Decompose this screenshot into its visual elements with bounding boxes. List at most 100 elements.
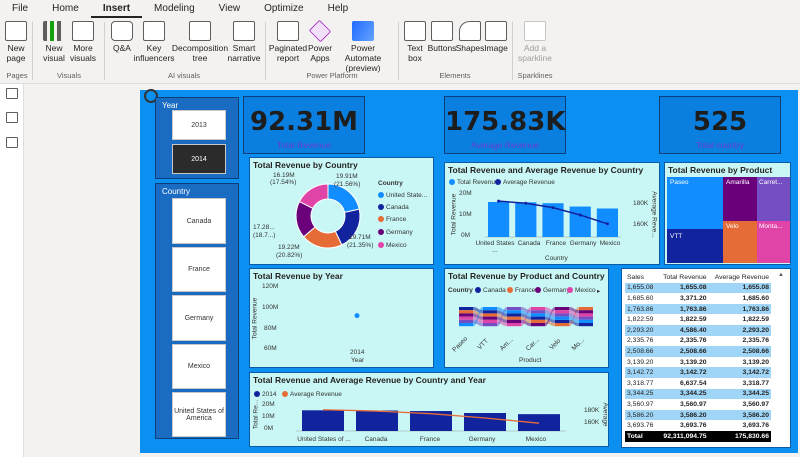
shapes-button[interactable]: Shapes	[456, 21, 484, 53]
table-view-icon[interactable]	[6, 112, 18, 123]
country-slicer-item[interactable]: United States of America	[172, 392, 226, 437]
table-row[interactable]: 3,693.76 3,693.76 3,693.76	[625, 420, 771, 431]
legend-dot	[254, 391, 260, 398]
donut-chart-panel[interactable]: Total Revenue by Country 16.19M (17.54%)…	[249, 157, 434, 265]
ribbon-flow	[521, 316, 531, 323]
chart-title: Total Revenue by Country	[253, 160, 358, 170]
legend-item: Average Revenue	[495, 179, 555, 186]
table-cell: 3,560.97	[657, 399, 709, 410]
column-header[interactable]: Sales	[625, 272, 658, 283]
column-header[interactable]: Average Revenue	[708, 272, 771, 283]
more-visuals-button[interactable]: More visuals	[68, 21, 98, 63]
treemap-panel[interactable]: Total Revenue by Product Paseo VTT Amari…	[664, 162, 791, 265]
donut-label: (21.35%)	[347, 242, 374, 249]
table-row[interactable]: 2,335.76 2,335.76 2,335.76	[625, 335, 771, 347]
table-total-cell: 175,830.66	[708, 430, 771, 442]
treemap-tile[interactable]: Carret...	[757, 177, 790, 221]
table-cell: 3,139.20	[625, 356, 658, 368]
tab-home[interactable]: Home	[52, 3, 79, 14]
kpi-card-average-revenue[interactable]: 175.83K Average Revenue	[444, 96, 566, 154]
treemap-tile[interactable]: Velo	[723, 221, 757, 263]
country-slicer-item[interactable]: Germany	[172, 295, 226, 341]
year-chart-panel[interactable]: Total Revenue by Year 120M 100M 80M 60M …	[249, 268, 434, 368]
treemap-tile[interactable]: VTT	[667, 229, 723, 263]
country-slicer-item[interactable]: Mexico	[172, 344, 226, 389]
new-visual-button[interactable]: New visual	[40, 21, 68, 63]
axis-tick: Germany	[569, 240, 597, 247]
ribbon-flow	[497, 310, 507, 317]
ribbon-segment	[579, 319, 593, 323]
axis-label: Average Reve...	[650, 191, 658, 238]
legend-dot	[282, 391, 288, 398]
table-row[interactable]: 3,344.25 3,344.25 3,344.25	[625, 388, 771, 400]
text-box-button[interactable]: Text box	[402, 21, 428, 63]
table-row[interactable]: 3,139.20 3,139.20 3,139.20	[625, 356, 771, 368]
ribbon-flow	[545, 310, 555, 317]
year-slicer-item-selected[interactable]: 2014	[172, 144, 226, 174]
report-view-icon[interactable]	[6, 88, 18, 99]
kpi-label: Average Revenue	[471, 140, 539, 150]
treemap-tile[interactable]: Amarilla	[723, 177, 757, 221]
country-slicer-item[interactable]: Canada	[172, 198, 226, 244]
table-row[interactable]: 1,685.60 3,371.20 1,685.60	[625, 293, 771, 304]
ribbon-chart-panel[interactable]: Total Revenue by Product and Country Cou…	[444, 268, 609, 368]
tab-modeling[interactable]: Modeling	[154, 3, 195, 14]
table-row[interactable]: 3,586.20 3,586.20 3,586.20	[625, 409, 771, 421]
kpi-label: Total Revenue	[276, 140, 332, 150]
paginated-report-button[interactable]: Paginated report	[269, 21, 307, 63]
table-row[interactable]: 3,560.97 3,560.97 3,560.97	[625, 399, 771, 410]
decomposition-tree-button[interactable]: Decomposition tree	[172, 21, 228, 63]
qa-icon	[111, 21, 133, 41]
table-row[interactable]: 1,763.86 1,763.86 1,763.86	[625, 303, 771, 315]
kpi-card-total-country[interactable]: 525 Total country	[659, 96, 781, 154]
table-row[interactable]: 3,318.77 6,637.54 3,318.77	[625, 377, 771, 389]
ribbon-segment	[555, 316, 569, 320]
table-scroll-up-icon[interactable]: ▲	[778, 272, 784, 278]
tab-file[interactable]: File	[12, 3, 29, 14]
image-button[interactable]: Image	[484, 21, 508, 53]
legend-label: Average Revenue	[290, 391, 342, 398]
treemap-tile[interactable]: Paseo	[667, 177, 723, 229]
table-cell: 3,142.72	[625, 367, 658, 378]
country-slicer-item[interactable]: France	[172, 247, 226, 292]
table-row[interactable]: 1,822.59 1,822.59 1,822.59	[625, 314, 771, 325]
table-row[interactable]: 2,293.20 4,586.40 2,293.20	[625, 324, 771, 336]
model-view-icon[interactable]	[6, 137, 18, 148]
smart-narrative-button[interactable]: Smart narrative	[227, 21, 261, 63]
kpi-card-total-revenue[interactable]: 92.31M Total Revenue	[243, 96, 365, 154]
table-row[interactable]: 1,655.08 1,655.08 1,655.08	[625, 282, 771, 294]
focus-mode-icon[interactable]	[144, 89, 158, 103]
tab-insert[interactable]: Insert	[90, 0, 143, 18]
key-influencers-button[interactable]: Key influencers	[133, 21, 175, 63]
axis-tick: 180K	[633, 200, 649, 207]
legend-next-icon[interactable]: ▸	[597, 288, 601, 295]
combo-chart-panel[interactable]: Total Revenue and Average Revenue by Cou…	[444, 162, 660, 265]
ribbon-segment	[483, 319, 497, 323]
new-page-button[interactable]: New page	[4, 21, 28, 63]
table-cell: 1,763.86	[657, 303, 709, 315]
table-row[interactable]: 2,508.66 2,508.66 2,508.66	[625, 346, 771, 357]
table-cell: 3,586.20	[708, 409, 771, 421]
year-slicer-item[interactable]: 2013	[172, 110, 226, 140]
tab-optimize[interactable]: Optimize	[264, 3, 304, 14]
legend-dot	[378, 229, 384, 236]
ribbon-segment	[579, 323, 593, 327]
column-header[interactable]: Total Revenue	[657, 272, 709, 283]
ribbon: New page New visual More visuals Q&A Key…	[0, 18, 800, 84]
buttons-button[interactable]: Buttons	[428, 21, 456, 53]
power-automate-button[interactable]: Power Automate (preview)	[334, 21, 392, 73]
add-sparkline-button[interactable]: Add a sparkline	[516, 21, 554, 63]
tab-view[interactable]: View	[218, 3, 241, 14]
ribbon-segment	[459, 316, 473, 320]
qa-button[interactable]: Q&A	[108, 21, 136, 53]
bottom-combo-chart-panel[interactable]: Total Revenue and Average Revenue by Cou…	[249, 372, 609, 447]
group-label-sparklines: Sparklines	[517, 71, 553, 80]
treemap-tile[interactable]: Monta...	[757, 221, 790, 263]
chart-title: Total Revenue by Year	[253, 271, 343, 281]
power-apps-icon	[308, 19, 332, 43]
power-apps-button[interactable]: Power Apps	[306, 19, 334, 63]
table-row[interactable]: 3,142.72 3,142.72 3,142.72	[625, 367, 771, 378]
tab-help[interactable]: Help	[327, 3, 349, 14]
line-point	[497, 199, 501, 203]
text-box-icon	[404, 21, 426, 41]
